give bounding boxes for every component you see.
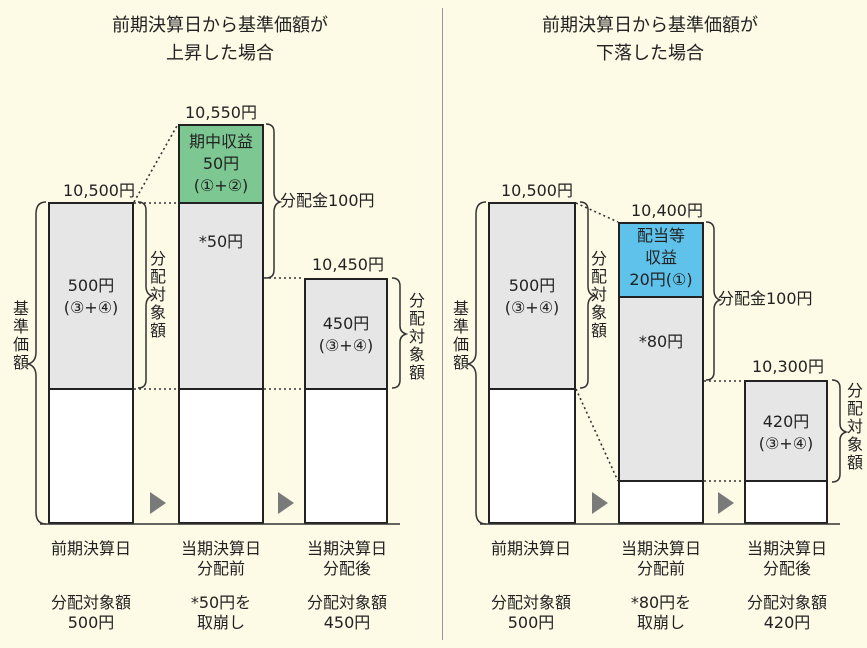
right-dot-1 (575, 202, 619, 223)
right-footer-1-line1: 分配対象額 (490, 593, 571, 612)
right-bar2-blue-line1: 配当等 (636, 226, 685, 245)
right-footer-2-line1: *80円を (630, 593, 692, 612)
left-bar2-gray-text: *50円 (198, 232, 244, 251)
right-xlabel-3-line1: 当期決算日 (746, 539, 827, 558)
right-title-line2: 下落した場合 (596, 43, 704, 64)
left-bar2-green-line2: 50円 (202, 154, 240, 173)
right-xlabel-2-line2: 分配前 (636, 559, 685, 578)
right-bar1-brace (579, 201, 597, 389)
left-footer-1-line2: 500円 (67, 613, 115, 632)
left-footer-3-line1: 分配対象額 (306, 593, 387, 612)
left-bar3-gray: 450円 (③+④) (304, 278, 388, 390)
right-bar2-top-value: 10,400円 (631, 201, 703, 220)
right-nav-brace (467, 201, 487, 525)
left-bar2-base (178, 388, 264, 524)
left-bar1-side-label: 分配対象額 (149, 249, 166, 340)
left-bar3-top-value: 10,450円 (312, 255, 384, 274)
left-dot-top-diagonal (133, 123, 179, 203)
left-footer-1-line1: 分配対象額 (50, 593, 131, 612)
right-xlabel-3-line2: 分配後 (762, 559, 811, 578)
left-arrow-1 (150, 492, 166, 514)
right-dot-2 (575, 388, 619, 482)
left-bar1-base (48, 388, 134, 524)
right-footer-3-line1: 分配対象額 (746, 593, 827, 612)
right-bar2-blue: 配当等 収益 20円(①) (618, 222, 704, 298)
left-footer-2-line1: *50円を (190, 593, 252, 612)
right-title-line1: 前期決算日から基準価額が (542, 15, 758, 36)
right-bar3-gray: 420円 (③+④) (744, 380, 828, 482)
right-bar2-blue-line3: 20円(①) (629, 270, 693, 289)
left-xlabel-2-line2: 分配前 (196, 559, 245, 578)
left-bar3-side-label: 分配対象額 (408, 291, 425, 382)
left-xlabel-3-line1: 当期決算日 (306, 539, 387, 558)
right-xlabel-1-line1: 前期決算日 (490, 539, 571, 558)
right-bar2-brace-label: 分配金100円 (718, 289, 813, 308)
left-bar1-sub: (③+④) (63, 298, 119, 317)
left-title-line2: 上昇した場合 (166, 43, 274, 64)
right-bar1-sub: (③+④) (504, 298, 560, 317)
right-bar3-side-label: 分配対象額 (846, 381, 863, 472)
left-bar1-brace (137, 201, 155, 389)
left-footer-2-line2: 取崩し (196, 613, 245, 632)
right-arrow-1 (592, 492, 608, 514)
right-bar1-top-value: 10,500円 (501, 181, 573, 200)
left-nav-brace (27, 201, 47, 525)
panel-divider (442, 8, 443, 640)
left-footer-3-line2: 450円 (323, 613, 371, 632)
right-bar2-brace (705, 221, 723, 381)
right-bar3-base (744, 480, 828, 524)
left-bar3-amount: 450円 (322, 314, 370, 333)
right-bar1-base (488, 388, 576, 524)
left-bar2-green: 期中収益 50円 (①+②) (178, 124, 264, 204)
right-footer-3-line2: 420円 (763, 613, 811, 632)
left-bar2-brace-label: 分配金100円 (280, 191, 375, 210)
left-bar2-brace (265, 123, 283, 279)
right-bar3-sub: (③+④) (758, 434, 814, 453)
left-xlabel-2-line1: 当期決算日 (180, 539, 261, 558)
right-footer-2-line2: 取崩し (636, 613, 685, 632)
right-nav-label: 基準価額 (452, 299, 469, 372)
left-bar1-top-value: 10,500円 (63, 181, 135, 200)
left-bar2-green-line3: (①+②) (193, 176, 249, 195)
left-xlabel-1-line1: 前期決算日 (50, 539, 131, 558)
left-bar1-gray: 500円 (③+④) (48, 202, 134, 390)
left-bar3-base (304, 388, 388, 524)
left-xlabel-3-line2: 分配後 (322, 559, 371, 578)
right-bar3-brace (831, 379, 849, 483)
right-bar1-side-label: 分配対象額 (590, 249, 607, 340)
right-bar3-top-value: 10,300円 (752, 357, 824, 376)
right-bar1-amount: 500円 (508, 276, 556, 295)
right-bar2-base (618, 480, 704, 524)
left-bar3-brace (391, 277, 409, 389)
left-bar1-amount: 500円 (67, 276, 115, 295)
left-bar2-green-line1: 期中収益 (188, 132, 253, 151)
left-bar2-top-value: 10,550円 (185, 103, 257, 122)
left-arrow-2 (278, 492, 294, 514)
right-footer-1-line2: 500円 (507, 613, 555, 632)
left-title-line1: 前期決算日から基準価額が (112, 15, 328, 36)
right-bar3-amount: 420円 (762, 412, 810, 431)
right-bar1-gray: 500円 (③+④) (488, 202, 576, 390)
left-bar3-sub: (③+④) (318, 336, 374, 355)
right-bar2-gray-text: *80円 (638, 332, 684, 351)
left-nav-label: 基準価額 (12, 299, 29, 372)
right-arrow-2 (718, 492, 734, 514)
right-xlabel-2-line1: 当期決算日 (620, 539, 701, 558)
right-bar2-blue-line2: 収益 (644, 248, 677, 267)
